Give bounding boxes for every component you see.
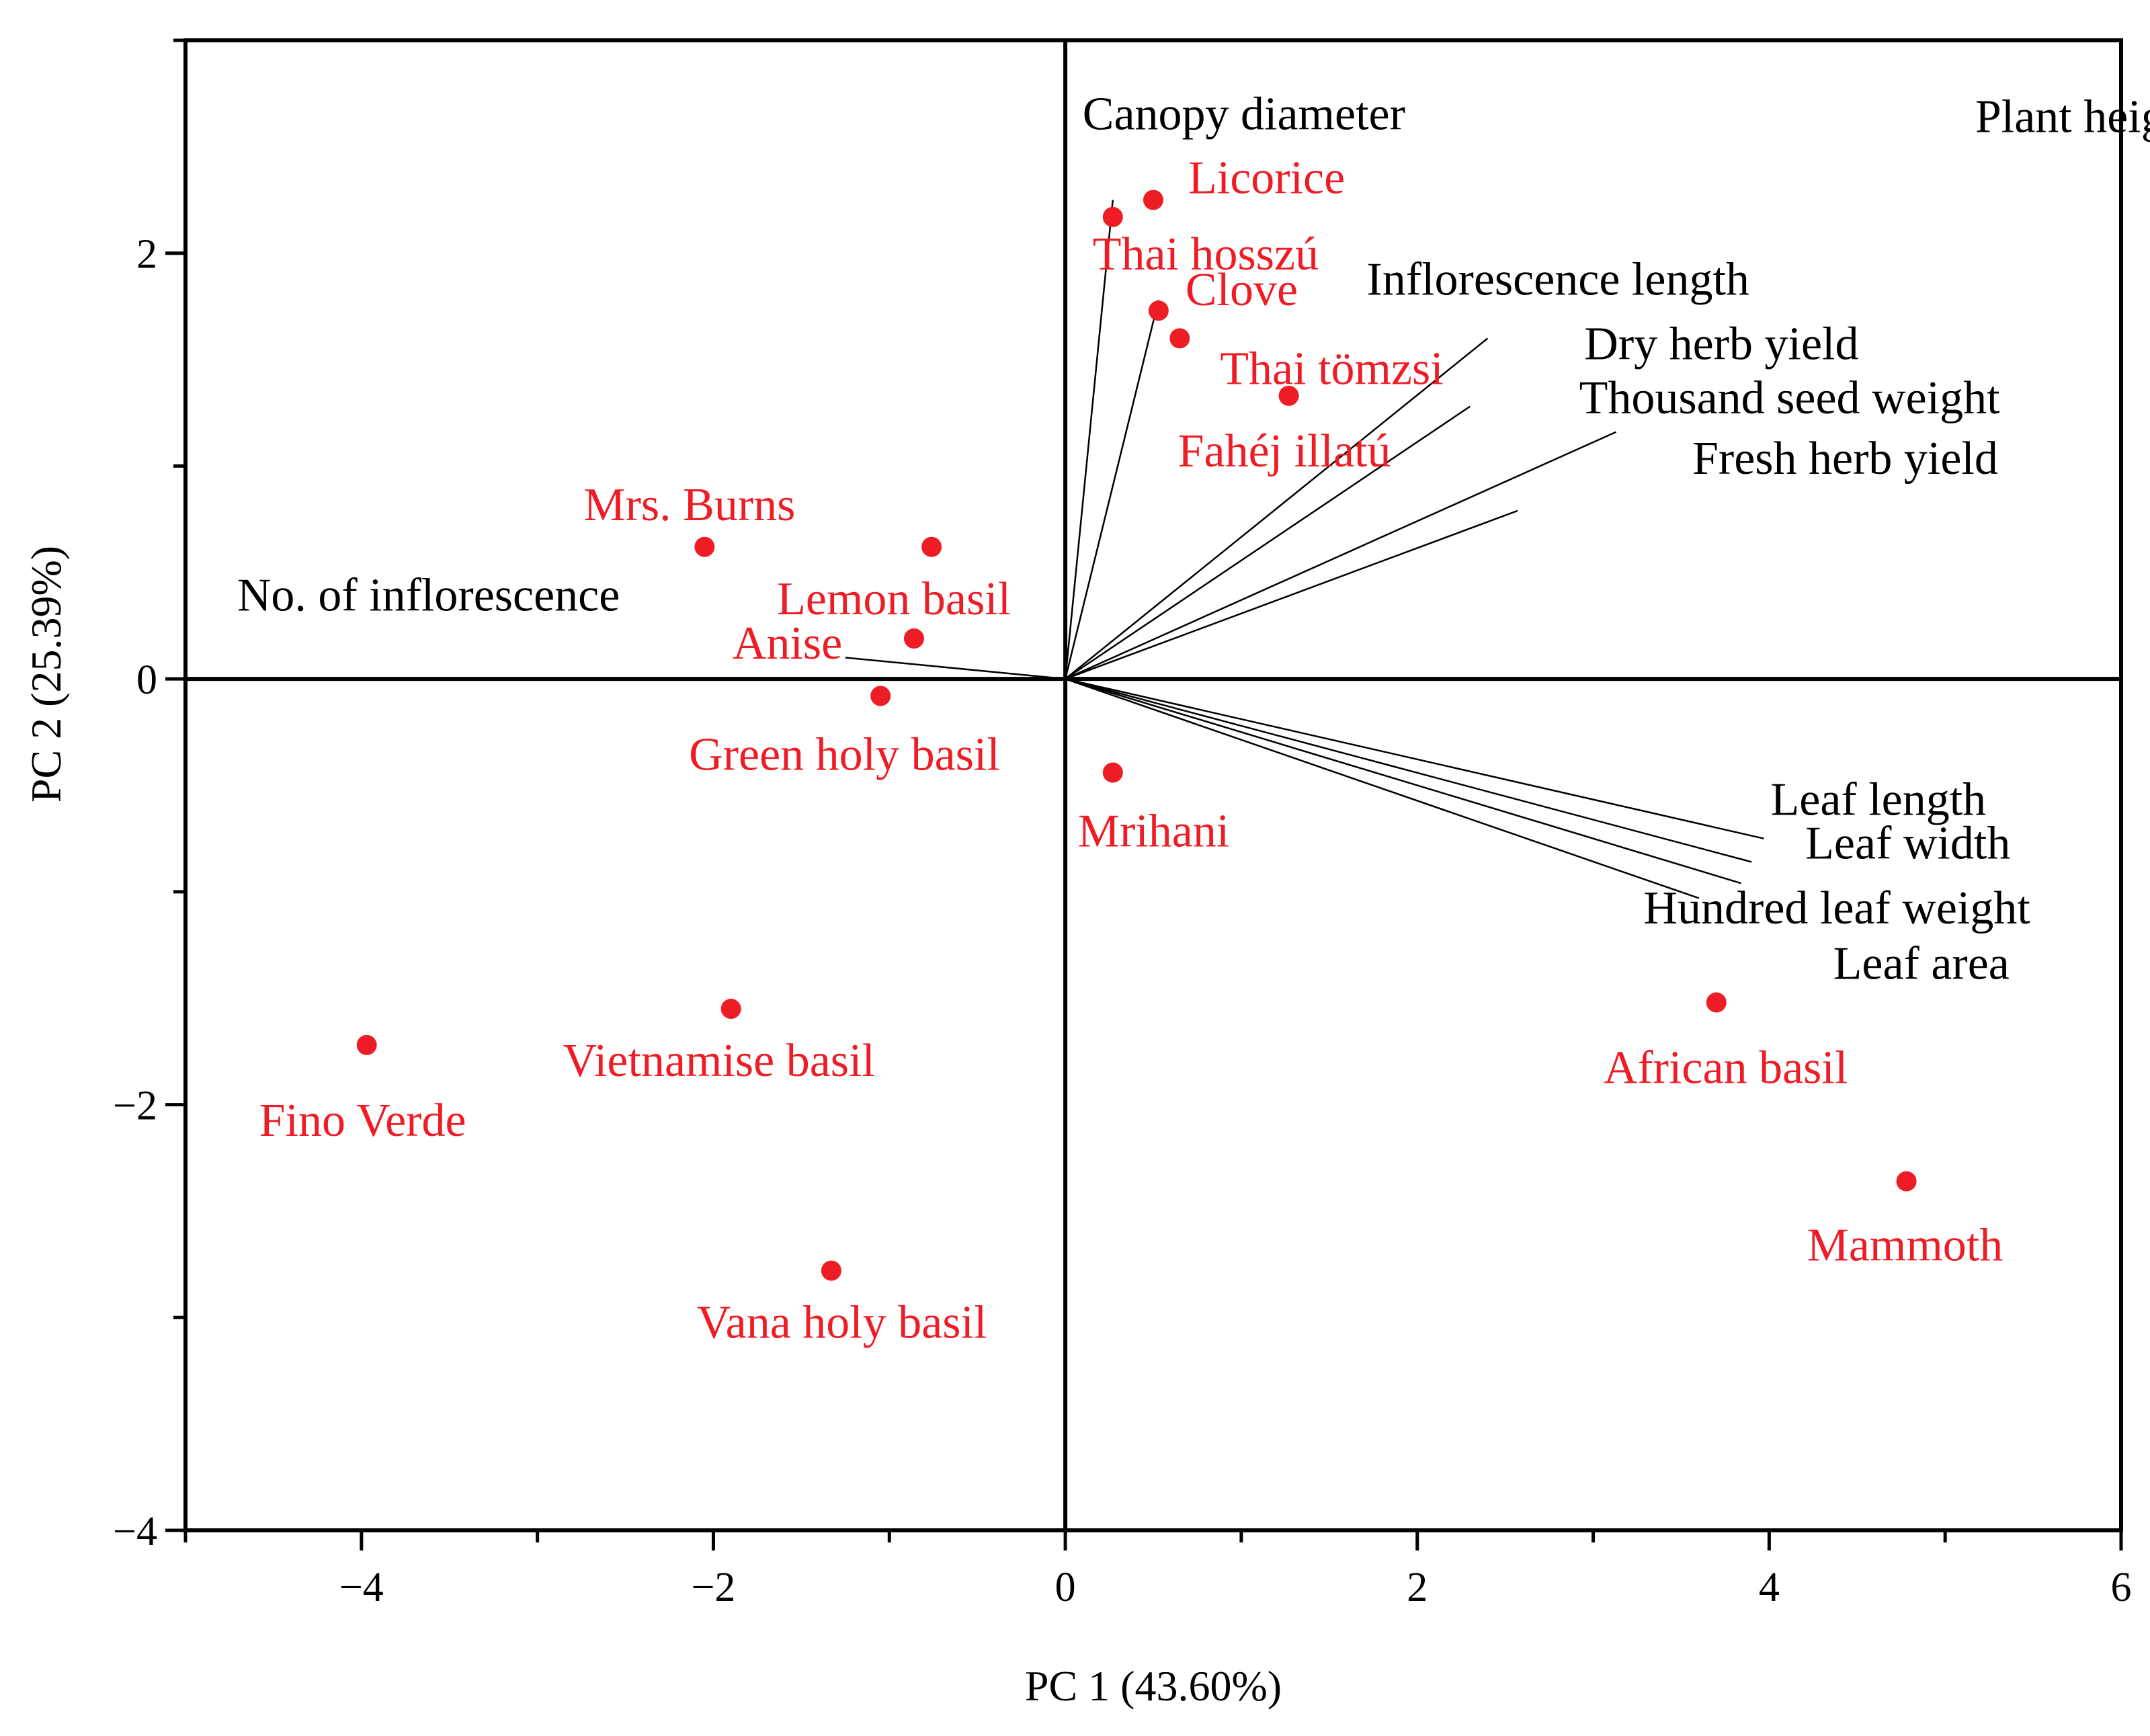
point-label-fahej-illatu: Fahéj illatú: [1178, 425, 1391, 477]
point-label-thai-tomzsi: Thai tömzsi: [1220, 343, 1443, 395]
point-label-african-basil: African basil: [1604, 1042, 1848, 1094]
point-label-vietnamise-basil: Vietnamise basil: [563, 1035, 875, 1087]
loading-labels: Canopy diameter Inflorescence length Dry h…: [237, 89, 2150, 990]
point-label-fino-verde: Fino Verde: [259, 1095, 466, 1147]
loading-vector-thousand-seed-weight: [1065, 431, 1617, 680]
point-anise: [903, 628, 924, 649]
plot-frame: [183, 38, 2123, 1532]
y-axis-title: PC 2 (25.39%): [22, 546, 70, 802]
y-tick-label: −2: [113, 1083, 157, 1129]
loading-label-fresh-herb-yield: Fresh herb yield: [1692, 433, 1998, 485]
x-tick-label: −2: [691, 1565, 735, 1610]
loading-vector-plant-height: [1064, 300, 1160, 679]
point-label-mrihani: Mrihani: [1078, 805, 1230, 857]
x-tick-label: 2: [1407, 1565, 1428, 1610]
point-thai-hosszu: [1102, 206, 1123, 227]
loading-vector-fresh-herb-yield: [1065, 509, 1518, 680]
loading-vector-leaf-length: [1065, 677, 1764, 839]
loading-label-plant-height: Plant height: [1975, 91, 2150, 142]
point-fino-verde: [356, 1034, 377, 1055]
x-tick-label: 6: [2111, 1565, 2132, 1610]
loading-vector-inflorescence-length: [1065, 337, 1489, 680]
y-tick-label: −4: [113, 1509, 157, 1555]
point-fahej-illatu: [1278, 385, 1299, 406]
loading-vector-no-of-inflorescence: [845, 657, 1066, 680]
y-axis-ticks: −4 −2 0 2: [113, 38, 185, 1555]
point-licorice: [1143, 190, 1163, 210]
loading-label-thousand-seed-weight: Thousand seed weight: [1579, 372, 2001, 424]
x-tick-label: 0: [1055, 1565, 1076, 1610]
loading-label-inflorescence-length: Inflorescence length: [1366, 253, 1749, 305]
loading-label-dry-herb-yield: Dry herb yield: [1584, 319, 1858, 370]
loading-vectors: [845, 200, 1764, 899]
point-label-clove: Clove: [1186, 264, 1298, 316]
loading-vector-hundred-leaf-weight: [1065, 677, 1741, 884]
point-vietnamise-basil: [720, 999, 741, 1020]
point-thai-tomzsi: [1169, 328, 1190, 349]
point-label-lemon-basil: Lemon basil: [777, 573, 1011, 625]
point-african-basil: [1706, 992, 1727, 1013]
loading-vector-leaf-area: [1065, 677, 1700, 899]
point-label-mrs-burns: Mrs. Burns: [583, 479, 795, 531]
loading-vector-canopy-diameter: [1064, 200, 1114, 679]
observation-points: [356, 190, 1917, 1281]
loading-label-hundred-leaf-weight: Hundred leaf weight: [1643, 882, 2030, 934]
loading-label-leaf-length: Leaf length: [1771, 774, 1987, 826]
point-label-mammoth: Mammoth: [1807, 1220, 2003, 1272]
loading-label-leaf-area: Leaf area: [1833, 938, 2010, 989]
y-tick-label: 0: [136, 657, 157, 703]
point-mrihani: [1102, 762, 1123, 783]
y-tick-label: 2: [136, 232, 157, 278]
point-vana-holy-basil: [821, 1260, 841, 1281]
point-lemon-basil: [921, 536, 942, 557]
x-tick-label: −4: [339, 1565, 384, 1610]
point-label-licorice: Licorice: [1188, 153, 1345, 204]
point-label-green-holy-basil: Green holy basil: [689, 729, 1000, 780]
loading-vector-leaf-width: [1065, 677, 1752, 863]
point-mammoth: [1896, 1171, 1917, 1192]
loading-label-no-of-inflorescence: No. of inflorescence: [237, 569, 620, 621]
loading-vector-dry-herb-yield: [1065, 405, 1471, 680]
x-axis-title: PC 1 (43.60%): [1025, 1662, 1282, 1710]
point-label-anise: Anise: [733, 618, 842, 669]
loading-label-leaf-width: Leaf width: [1805, 818, 2010, 870]
x-tick-label: 4: [1759, 1565, 1780, 1610]
point-label-vana-holy-basil: Vana holy basil: [697, 1297, 987, 1349]
loading-label-canopy-diameter: Canopy diameter: [1083, 89, 1405, 140]
point-mrs-burns: [694, 536, 715, 557]
x-axis-ticks: −4 −2 0 2 4 6: [183, 1530, 2132, 1610]
point-label-thai-hosszu: Thai hosszú: [1093, 229, 1319, 280]
point-clove: [1148, 300, 1169, 321]
point-green-holy-basil: [870, 686, 891, 706]
